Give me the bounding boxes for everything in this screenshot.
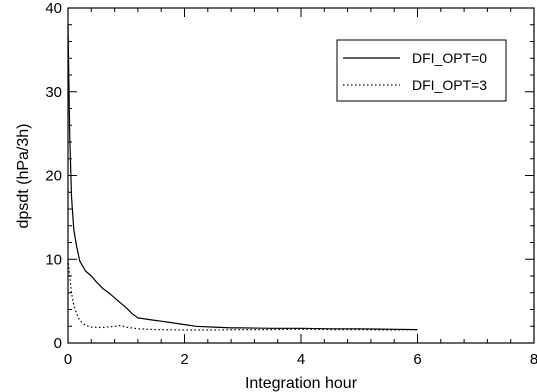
y-tick-label: 20 [45, 168, 62, 185]
y-tick-label: 30 [45, 84, 62, 101]
legend-box [336, 39, 507, 102]
y-tick-label: 40 [45, 0, 62, 17]
x-tick-label: 0 [64, 351, 72, 368]
legend: DFI_OPT=0 DFI_OPT=3 [336, 39, 507, 102]
x-axis-ticks: 0 2 4 6 8 [64, 8, 537, 368]
series-line-1 [67, 24, 418, 331]
legend-label-series-1: DFI_OPT=0 [412, 50, 487, 66]
y-axis-ticks: 0 10 20 30 40 [45, 0, 534, 352]
x-tick-label: 6 [413, 351, 421, 368]
y-tick-label: 0 [54, 335, 62, 352]
series-layer [67, 24, 418, 331]
y-tick-label: 10 [45, 251, 62, 268]
x-tick-label: 2 [180, 351, 188, 368]
y-axis-title: dpsdt (hPa/3h) [15, 124, 32, 229]
series-line-2 [67, 259, 418, 331]
legend-label-series-2: DFI_OPT=3 [412, 77, 487, 93]
x-tick-label: 4 [297, 351, 305, 368]
x-tick-label: 8 [530, 351, 537, 368]
x-axis-title: Integration hour [245, 375, 358, 392]
